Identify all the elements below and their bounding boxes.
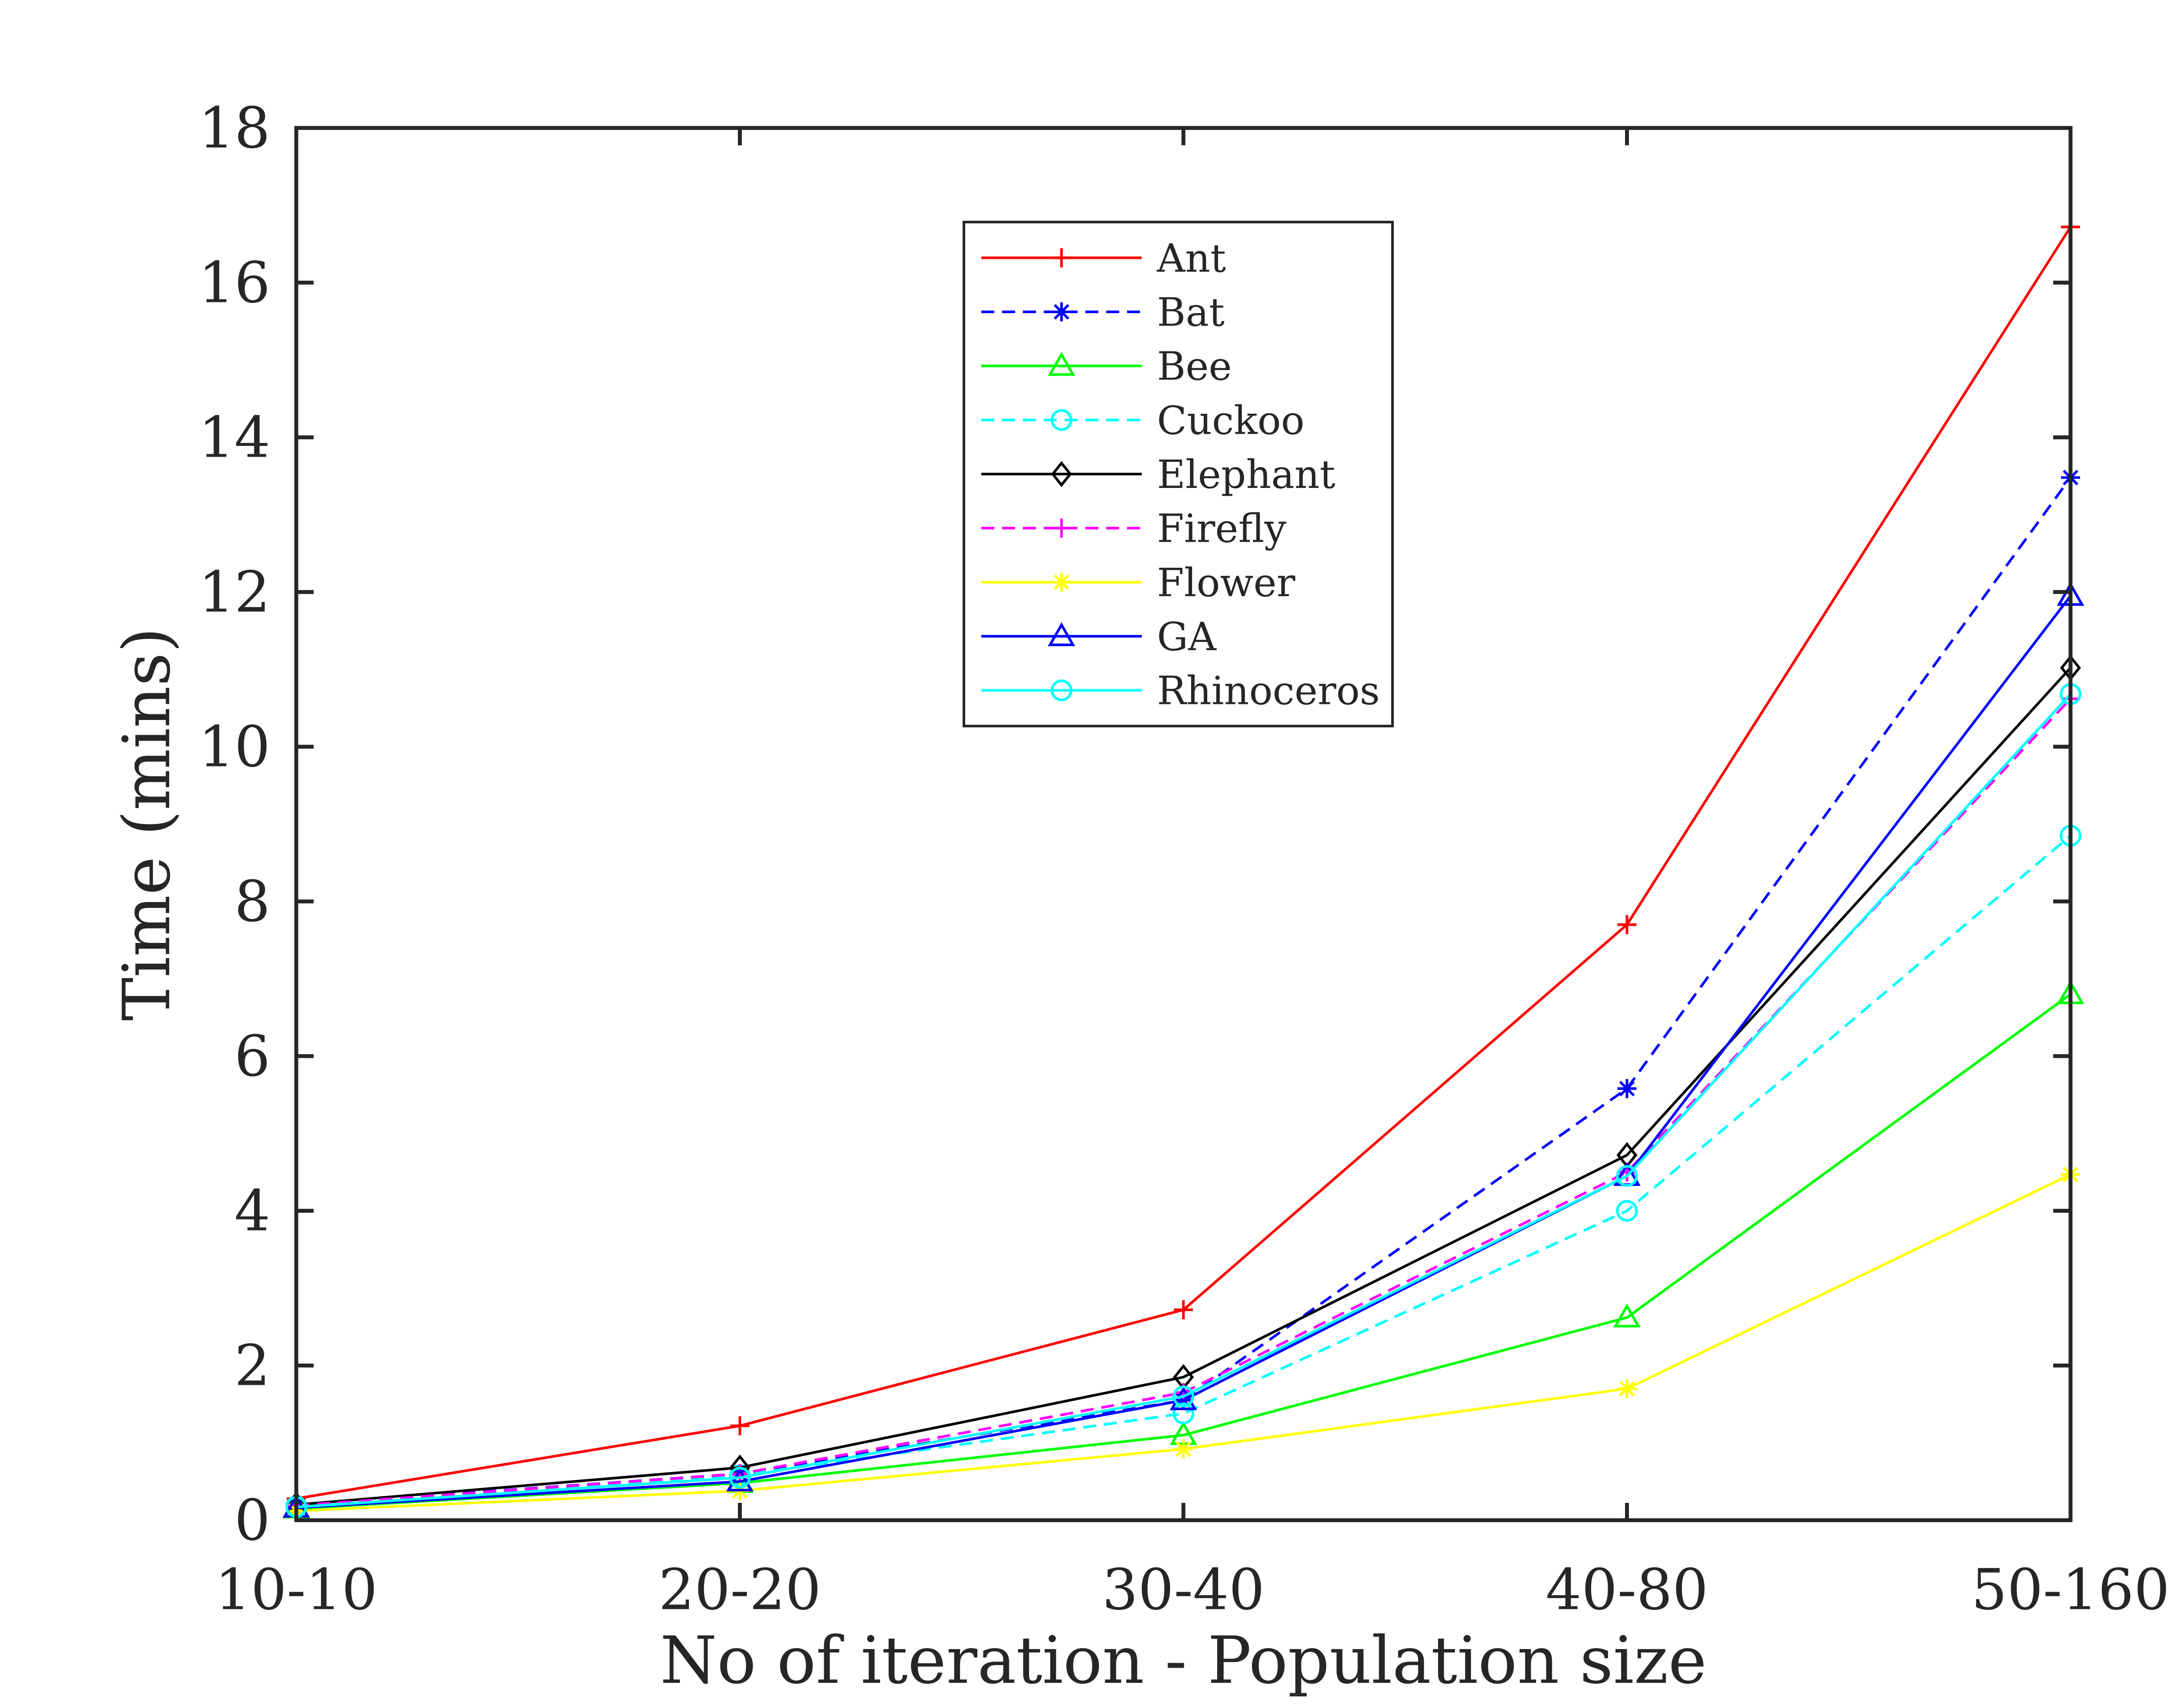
legend-marker-cuckoo — [1051, 409, 1072, 431]
legend-marker-bat — [1052, 302, 1071, 321]
legend-entry-bee: Bee — [981, 344, 1232, 389]
data-point-flower-3 — [1617, 1379, 1637, 1398]
data-point-cuckoo-3-shape — [1616, 1200, 1638, 1222]
legend-entry-firefly: Firefly — [981, 506, 1287, 552]
legend-marker-ga — [1048, 622, 1075, 646]
legend-label-ga: GA — [1157, 614, 1217, 660]
y-tick-label: 8 — [234, 868, 270, 934]
data-point-ga-2-shape — [1170, 1386, 1197, 1410]
x-tick-label: 10-10 — [215, 1557, 378, 1623]
legend-entry-elephant: Elephant — [981, 452, 1335, 497]
data-point-rhinoceros-2-shape — [1173, 1385, 1194, 1407]
data-point-ga-2 — [1170, 1386, 1197, 1410]
y-tick-label: 2 — [234, 1332, 270, 1398]
y-tick-label: 12 — [199, 559, 270, 625]
series-line-rhinoceros — [296, 693, 2072, 1508]
legend-entry-flower: Flower — [981, 560, 1296, 605]
legend-entry-cuckoo: Cuckoo — [981, 398, 1304, 443]
legend-marker-ant — [1052, 248, 1071, 268]
y-tick-label: 0 — [234, 1487, 270, 1553]
legend-label-ant: Ant — [1157, 236, 1226, 281]
legend-entry-bat: Bat — [981, 290, 1225, 335]
data-point-flower-3-d2 — [1619, 1381, 1635, 1397]
data-point-rhinoceros-3 — [1616, 1165, 1638, 1187]
x-tick-label: 40-80 — [1546, 1557, 1708, 1623]
data-point-cuckoo-3 — [1616, 1200, 1638, 1222]
legend-label-flower: Flower — [1157, 560, 1296, 605]
legend-label-rhinoceros: Rhinoceros — [1157, 668, 1380, 714]
legend-marker-bee — [1048, 352, 1075, 376]
data-point-bat-3 — [1617, 1079, 1637, 1098]
legend-marker-ga-shape — [1048, 622, 1075, 646]
legend-marker-bat-d2 — [1054, 304, 1069, 320]
legend-marker-rhinoceros-shape — [1051, 679, 1072, 701]
data-point-flower-2-d2 — [1176, 1441, 1191, 1457]
y-axis-title: Time (mins) — [109, 627, 185, 1021]
data-point-ant-2 — [1174, 1300, 1193, 1319]
legend-marker-elephant-shape — [1051, 461, 1072, 488]
series-line-ga — [296, 595, 2072, 1509]
legend-label-bee: Bee — [1157, 344, 1232, 389]
data-point-cuckoo-2-shape — [1173, 1402, 1194, 1424]
legend-marker-flower-d2 — [1054, 574, 1069, 590]
data-point-ant-1 — [730, 1416, 750, 1436]
legend-entry-rhinoceros: Rhinoceros — [981, 668, 1380, 714]
x-axis-title: No of iteration - Population size — [660, 1623, 1707, 1698]
series-rhinoceros — [285, 683, 2081, 1518]
data-point-bat-3-d2 — [1619, 1080, 1635, 1096]
legend-label-elephant: Elephant — [1157, 452, 1335, 497]
legend-marker-elephant — [1051, 461, 1072, 488]
x-tick-label: 50-160 — [1971, 1557, 2169, 1623]
data-point-ga-1 — [726, 1467, 754, 1492]
y-tick-label: 16 — [199, 250, 270, 316]
legend-marker-firefly — [1052, 518, 1071, 538]
y-tick-label: 14 — [199, 404, 270, 470]
data-point-rhinoceros-2 — [1173, 1385, 1194, 1407]
legend-label-firefly: Firefly — [1157, 506, 1287, 552]
legend-marker-rhinoceros — [1051, 679, 1072, 701]
y-tick-label: 10 — [199, 714, 270, 780]
data-point-bee-3-shape — [1613, 1303, 1641, 1328]
legend-entry-ant: Ant — [981, 236, 1226, 281]
legend-marker-cuckoo-shape — [1051, 409, 1072, 431]
x-tick-label: 30-40 — [1102, 1557, 1265, 1623]
legend-label-cuckoo: Cuckoo — [1157, 398, 1304, 443]
data-point-ga-1-shape — [726, 1467, 754, 1492]
series-line-elephant — [296, 667, 2072, 1506]
legend-label-bat: Bat — [1157, 290, 1225, 335]
data-point-rhinoceros-3-shape — [1616, 1165, 1638, 1187]
legend-entry-ga: GA — [981, 614, 1217, 660]
x-tick-label: 20-20 — [659, 1557, 821, 1623]
legend-marker-flower — [1052, 573, 1071, 592]
legend-marker-bee-shape — [1048, 352, 1075, 376]
data-point-flower-2 — [1174, 1439, 1193, 1459]
y-tick-label: 4 — [234, 1178, 270, 1244]
data-point-ant-3 — [1617, 915, 1637, 934]
data-point-rhinoceros-1 — [729, 1466, 751, 1489]
data-point-cuckoo-2 — [1173, 1402, 1194, 1424]
y-tick-label: 18 — [199, 95, 270, 161]
y-tick-label: 6 — [234, 1023, 270, 1089]
data-point-bee-3 — [1613, 1303, 1641, 1328]
data-point-rhinoceros-1-shape — [729, 1466, 751, 1489]
